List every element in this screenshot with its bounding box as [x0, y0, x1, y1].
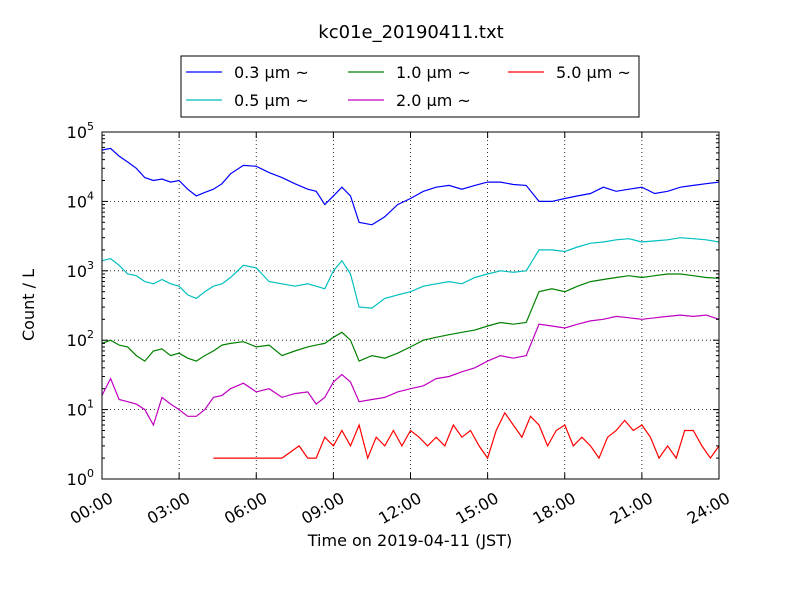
series-line-4: [213, 411, 719, 461]
x-tick-label: 12:00: [375, 488, 424, 528]
y-tick-label: 104: [67, 189, 94, 211]
series-line-3: [102, 314, 719, 427]
legend-label-3: 2.0 μm ~: [396, 91, 471, 110]
x-tick-label: 09:00: [298, 488, 347, 528]
series-line-2: [102, 273, 719, 362]
axis-ticks: [101, 131, 720, 480]
legend-box: [180, 55, 640, 118]
y-tick-label: 101: [67, 398, 94, 420]
y-tick-label: 100: [67, 467, 94, 489]
legend: 0.3 μm ~ 0.5 μm ~ 1.0 μm ~ 2.0 μm ~ 5.0 μm ~: [180, 55, 640, 118]
legend-label-1: 0.5 μm ~: [234, 91, 309, 110]
series-layer: [102, 147, 719, 461]
y-tick-label: 103: [67, 259, 94, 281]
legend-label-0: 0.3 μm ~: [234, 63, 309, 82]
x-tick-label: 06:00: [221, 488, 270, 528]
y-tick-label: 105: [67, 120, 94, 142]
y-tick-labels: 100 101 102 103 104 105: [67, 120, 94, 489]
chart-title: kc01e_20190411.txt: [318, 22, 503, 43]
x-tick-label: 21:00: [607, 488, 656, 528]
x-tick-label: 18:00: [529, 488, 578, 528]
y-axis-label: Count / L: [19, 269, 38, 341]
y-tick-label: 102: [67, 328, 94, 350]
x-tick-label: 24:00: [684, 488, 733, 528]
x-axis-label: Time on 2019-04-11 (JST): [307, 531, 512, 550]
x-tick-label: 15:00: [452, 488, 501, 528]
series-line-0: [102, 147, 719, 226]
series-line-1: [102, 237, 719, 309]
legend-label-2: 1.0 μm ~: [396, 63, 471, 82]
x-tick-labels: 00:00 03:00 06:00 09:00 12:00 15:00 18:00 21:00…: [67, 488, 733, 528]
legend-label-4: 5.0 μm ~: [556, 63, 631, 82]
x-tick-label: 03:00: [144, 488, 193, 528]
x-tick-label: 00:00: [67, 488, 116, 528]
grid-lines: [102, 132, 719, 479]
